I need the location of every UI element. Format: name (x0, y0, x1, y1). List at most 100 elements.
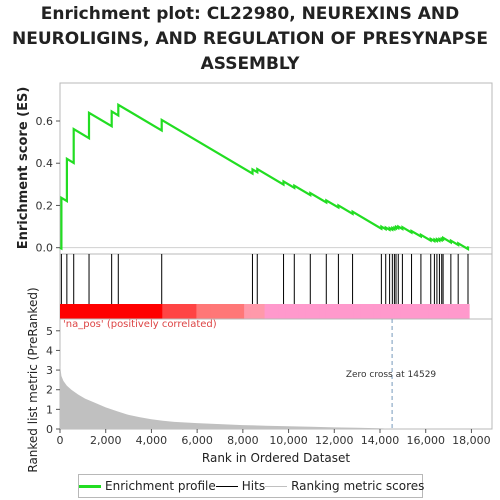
es-panel: 0.0 0.2 0.4 0.6 Enrichment score (ES) (16, 82, 493, 255)
band-segment (462, 304, 470, 319)
ranking-y-tick-label: 5 (46, 325, 53, 338)
legend-label-hits: Hits (241, 479, 266, 493)
band-segment (448, 304, 457, 319)
band-segment (114, 304, 122, 319)
legend-swatch-ranking (265, 485, 288, 487)
x-tick-label: 2,000 (90, 434, 122, 447)
band-segment (162, 304, 170, 319)
band-segment (278, 304, 286, 319)
legend-swatch-hits (215, 485, 238, 487)
band-segment (210, 304, 218, 319)
legend: Enrichment profile Hits Ranking metric s… (78, 474, 424, 498)
band-segment (298, 304, 306, 319)
band-segment (141, 304, 150, 319)
es-y-axis-label: Enrichment score (ES) (16, 87, 31, 250)
band-segment (271, 304, 279, 319)
band-segment (216, 304, 225, 319)
legend-item-enrichment: Enrichment profile (79, 479, 216, 493)
es-y-tick-label: 0.0 (36, 242, 54, 255)
x-tick-label: 14,000 (361, 434, 400, 447)
ranking-y-tick-label: 2 (46, 384, 53, 397)
chart-title-line-2: NEUROLIGINS, AND REGULATION OF PRESYNAPS… (12, 29, 488, 49)
band-segment (414, 304, 422, 319)
band-segment (169, 304, 177, 319)
x-tick-label: 0 (57, 434, 64, 447)
legend-swatch-enrichment (79, 484, 101, 488)
ranking-y-axis-label: Ranked list metric (PreRanked) (26, 287, 40, 472)
zero-cross-label: Zero cross at 14529 (346, 370, 437, 380)
legend-item-ranking: Ranking metric scores (265, 479, 424, 493)
band-segment (441, 304, 450, 319)
band-segment (60, 304, 68, 319)
band-segment (94, 304, 102, 319)
band-segment (244, 304, 252, 319)
band-segment (175, 304, 184, 319)
es-y-tick-label: 0.2 (36, 199, 54, 212)
band-segment (291, 304, 300, 319)
band-segment (189, 304, 197, 319)
x-tick-label: 8,000 (227, 434, 259, 447)
band-segment (400, 304, 409, 319)
band-segment (121, 304, 129, 319)
hits-panel (59, 253, 493, 320)
rank-color-band (60, 304, 470, 319)
band-segment (285, 304, 293, 319)
band-segment (182, 304, 191, 319)
ranking-panel: Zero cross at 14529 'na_pos' (positively… (26, 287, 493, 473)
legend-label-enrichment: Enrichment profile (105, 479, 216, 493)
band-segment (339, 304, 347, 319)
band-segment (421, 304, 429, 319)
band-segment (87, 304, 95, 319)
band-segment (353, 304, 361, 319)
ranking-y-tick-label: 1 (46, 403, 53, 416)
band-segment (155, 304, 163, 319)
chart-title-line-1: Enrichment plot: CL22980, NEUREXINS AND (40, 4, 460, 24)
ranking-y-tick-label: 0 (46, 423, 53, 436)
band-segment (73, 304, 81, 319)
band-segment (107, 304, 116, 319)
x-tick-label: 6,000 (181, 434, 213, 447)
band-segment (135, 304, 143, 319)
ranking-y-tick-label: 4 (46, 344, 53, 357)
band-segment (325, 304, 334, 319)
band-segment (128, 304, 136, 319)
band-segment (312, 304, 320, 319)
enrichment-profile-line (59, 102, 470, 252)
band-segment (148, 304, 156, 319)
x-tick-label: 4,000 (136, 434, 168, 447)
band-segment (373, 304, 381, 319)
ranking-y-tick-label: 3 (46, 364, 53, 377)
band-segment (250, 304, 259, 319)
chart-title-line-3: ASSEMBLY (200, 54, 300, 74)
x-axis-label: Rank in Ordered Dataset (202, 451, 350, 465)
band-segment (305, 304, 313, 319)
chart-title: Enrichment plot: CL22980, NEUREXINS AND … (0, 2, 500, 77)
es-y-ticks: 0.0 0.2 0.4 0.6 (36, 115, 60, 255)
band-segment (196, 304, 204, 319)
band-segment (360, 304, 368, 319)
ranking-metric-area (60, 364, 470, 429)
band-segment (100, 304, 109, 319)
x-tick-label: 16,000 (406, 434, 445, 447)
ranking-panel-frame (59, 318, 493, 430)
hit-lines (60, 254, 469, 304)
ranking-y-ticks: 0 1 2 3 4 5 (46, 325, 60, 436)
band-segment (257, 304, 266, 319)
positive-correlation-label: 'na_pos' (positively correlated) (63, 319, 217, 330)
legend-item-hits: Hits (215, 479, 266, 493)
es-y-tick-label: 0.4 (36, 157, 54, 170)
band-segment (394, 304, 402, 319)
band-segment (223, 304, 231, 319)
x-axis-ticks: 0 2,000 4,000 6,000 8,000 10,000 12,000 14,000 1… (57, 429, 491, 447)
band-segment (80, 304, 88, 319)
x-tick-label: 18,000 (452, 434, 491, 447)
band-segment (237, 304, 245, 319)
band-segment (455, 304, 463, 319)
x-tick-label: 12,000 (315, 434, 354, 447)
x-tick-label: 10,000 (269, 434, 308, 447)
band-segment (366, 304, 375, 319)
band-segment (380, 304, 388, 319)
band-segment (428, 304, 436, 319)
band-segment (407, 304, 416, 319)
